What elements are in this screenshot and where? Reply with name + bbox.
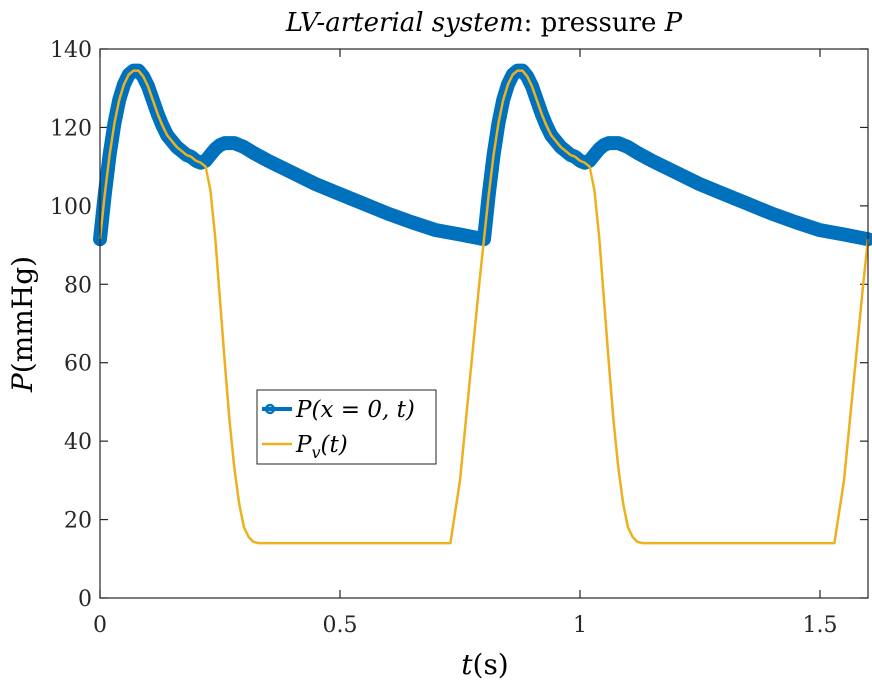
data-point-pressure: [522, 71, 533, 82]
data-point-pressure: [248, 147, 259, 159]
y-axis-label: P(mmHg): [6, 256, 39, 393]
data-point-pressure: [262, 155, 274, 166]
data-point-pressure: [541, 120, 552, 131]
y-tick-label: 20: [64, 509, 92, 534]
data-point-pressure: [531, 94, 542, 106]
data-point-pressure: [718, 188, 730, 200]
data-point-pressure: [618, 139, 629, 151]
data-point-pressure: [608, 137, 619, 149]
data-point-pressure: [742, 198, 754, 210]
data-point-pressure: [526, 81, 538, 92]
y-axis-unit: (mmHg): [6, 256, 39, 373]
data-point-pressure: [430, 224, 442, 236]
data-point-pressure: [219, 137, 231, 149]
data-point-pressure: [286, 167, 298, 178]
x-tick-label: 0: [93, 613, 107, 638]
series-line-ventricular-pressure: [98, 69, 870, 545]
y-tick-label: 80: [64, 273, 92, 298]
data-point-pressure: [382, 208, 394, 219]
x-axis-unit: (s): [473, 648, 509, 681]
x-axis-symbol: t: [461, 648, 473, 681]
legend: P(x = 0, t) Pv(t): [256, 389, 437, 465]
data-point-pressure: [838, 229, 850, 240]
data-point-pressure: [233, 139, 245, 151]
data-point-pressure: [603, 137, 614, 149]
title-plain: : pressure: [524, 8, 665, 38]
chart-title: LV-arterial system: pressure P: [285, 8, 683, 38]
data-point-pressure: [536, 108, 547, 119]
data-point-pressure: [142, 81, 154, 92]
data-point-pressure: [613, 137, 624, 149]
x-tick-label: 1.5: [803, 613, 838, 638]
data-point-pressure: [632, 147, 643, 159]
x-tick-label: 1: [573, 613, 587, 638]
data-point-pressure: [157, 120, 168, 131]
data-point-pressure: [214, 139, 226, 151]
y-tick-label: 60: [64, 352, 92, 377]
data-point-pressure: [152, 108, 163, 119]
data-point-pressure: [579, 157, 590, 168]
data-point-pressure: [670, 167, 682, 178]
data-point-pressure: [229, 137, 240, 149]
data-point-pressure: [646, 155, 658, 166]
y-axis-symbol: P: [6, 372, 39, 393]
data-point-pressure: [454, 229, 466, 240]
data-point-pressure: [224, 137, 235, 149]
series-layer: [93, 63, 872, 545]
data-point-pressure: [814, 224, 826, 236]
y-tick-label: 100: [50, 195, 92, 220]
data-point-pressure: [238, 141, 250, 153]
data-point-pressure: [694, 179, 706, 190]
data-point-pressure: [310, 179, 322, 190]
data-point-pressure: [766, 208, 778, 219]
x-axis-label: t(s): [461, 648, 508, 681]
legend-box: [256, 389, 437, 465]
data-point-pressure: [137, 71, 149, 82]
data-point-pressure: [195, 157, 207, 168]
y-tick-label: 0: [78, 587, 92, 612]
legend-label-pressure: P(x = 0, t): [295, 397, 415, 423]
data-point-pressure: [565, 149, 576, 161]
data-point-pressure: [406, 217, 418, 228]
y-tick-label: 140: [50, 38, 92, 63]
axis-tick-labels: 0 0.5 1 1.5 0 20 40 60 80 100 120 140: [50, 38, 838, 638]
y-tick-label: 40: [64, 430, 92, 455]
data-point-pressure: [598, 139, 610, 151]
data-point-pressure: [622, 141, 634, 153]
plot-frame: [99, 48, 869, 599]
y-tick-label: 120: [50, 116, 92, 141]
data-point-pressure: [790, 217, 802, 228]
legend-label-ventricular-pressure: Pv(t): [295, 432, 348, 462]
data-point-pressure: [334, 188, 346, 200]
data-point-pressure: [147, 94, 159, 106]
data-point-pressure: [574, 155, 586, 166]
data-point-pressure: [358, 198, 370, 210]
legend-marker-pressure: [264, 403, 276, 415]
data-point-pressure: [181, 149, 192, 161]
x-tick-label: 0.5: [323, 613, 358, 638]
data-point-pressure: [190, 155, 202, 166]
title-italic: LV-arterial system: [285, 8, 524, 38]
title-symbol: P: [664, 8, 683, 38]
